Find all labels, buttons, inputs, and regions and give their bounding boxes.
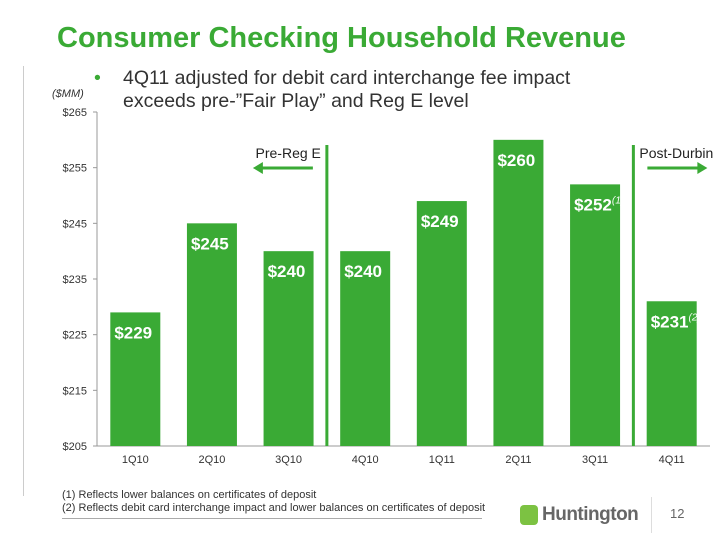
superscript: (1) (612, 195, 624, 206)
bar-4q10 (340, 251, 391, 446)
y-tick-label: $255 (63, 163, 87, 175)
logo-icon (520, 505, 538, 525)
x-tick-label: 2Q11 (505, 454, 531, 466)
arrowhead-icon (252, 162, 263, 174)
y-tick-label: $215 (63, 385, 87, 397)
footnote-1: (1) Reflects lower balances on certifica… (62, 489, 317, 501)
annotation-label: Post-Durbin (639, 145, 713, 161)
page-number: 12 (670, 506, 685, 521)
x-tick-label: 3Q11 (582, 454, 608, 466)
y-tick-label: $235 (63, 274, 87, 286)
bar-2q10 (186, 223, 237, 446)
bullet-text: 4Q11 adjusted for debit card interchange… (123, 67, 571, 112)
x-tick-label: 1Q10 (122, 454, 149, 466)
logo-text: Huntington (542, 504, 639, 525)
bar-1q11 (416, 201, 467, 446)
y-tick-label: $265 (63, 107, 87, 119)
bar-3q10 (263, 251, 314, 446)
footnotes: (1) Reflects lower balances on certifica… (62, 489, 485, 515)
annotation-label: Pre-Reg E (256, 145, 321, 161)
data-label: $231(2) (651, 312, 701, 331)
data-label: $240 (268, 262, 306, 281)
x-tick-label: 2Q10 (198, 454, 225, 466)
data-label: $249 (421, 212, 459, 231)
footer-divider (651, 497, 652, 533)
x-tick-label: 1Q11 (429, 454, 455, 466)
x-tick-label: 4Q10 (352, 454, 379, 466)
y-tick-label: $225 (63, 330, 87, 342)
superscript: (2) (689, 312, 701, 323)
x-tick-label: 4Q11 (659, 454, 685, 466)
footnote-rule (62, 518, 482, 519)
bullet-icon: • (94, 67, 101, 89)
bar-3q11 (570, 184, 621, 446)
left-rule (23, 66, 24, 496)
y-tick-label: $205 (63, 441, 87, 453)
bullet-point: • 4Q11 adjusted for debit card interchang… (94, 67, 614, 113)
bar-2q11 (493, 139, 544, 447)
unit-label: ($MM) (52, 88, 84, 100)
page-title: Consumer Checking Household Revenue (57, 22, 626, 54)
data-label: $260 (497, 151, 535, 170)
x-tick-label: 3Q10 (275, 454, 302, 466)
data-label: $252(1) (574, 195, 624, 214)
bar-4q11 (646, 301, 697, 446)
data-label: $240 (344, 262, 382, 281)
data-label: $245 (191, 234, 229, 253)
bar-1q10 (110, 312, 161, 446)
data-label: $229 (114, 323, 152, 342)
huntington-logo: Huntington (520, 504, 639, 526)
y-tick-label: $245 (63, 218, 87, 230)
arrowhead-icon (697, 162, 708, 174)
footnote-2: (2) Reflects debit card interchange impa… (62, 502, 486, 514)
